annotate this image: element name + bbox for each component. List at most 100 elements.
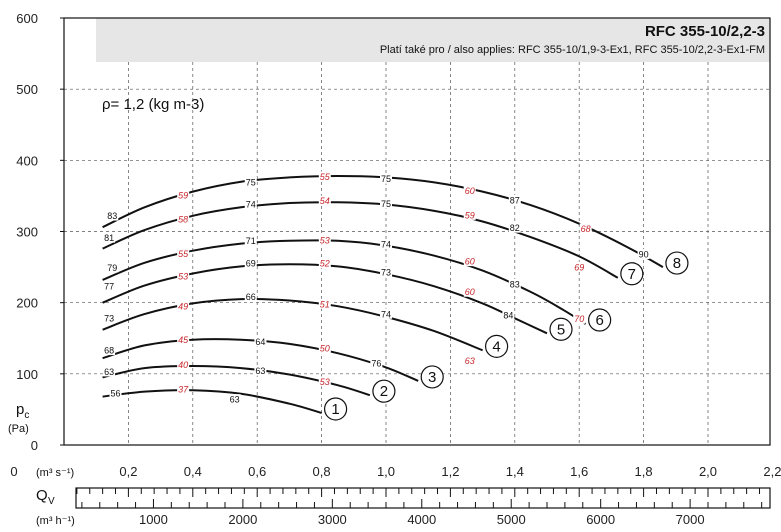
x-tick-label-m3h: 7000	[676, 512, 705, 527]
noise-label: 49	[178, 301, 188, 311]
noise-label: 52	[320, 259, 330, 269]
efficiency-label-bg	[380, 266, 392, 277]
noise-label: 63	[465, 356, 475, 366]
curve-number-circle	[372, 379, 396, 403]
noise-label-bg	[463, 355, 476, 366]
x-axis-unit-m3h: (m³ h⁻¹)	[36, 515, 75, 527]
efficiency-label-bg	[103, 313, 116, 324]
efficiency-label-bg	[103, 366, 116, 377]
efficiency-label: 74	[381, 240, 391, 250]
x-tick-label-m3s: 2,2	[763, 464, 781, 479]
efficiency-label-bg	[380, 198, 392, 209]
noise-label: 59	[178, 190, 188, 200]
y-tick-label: 200	[16, 296, 38, 311]
noise-label-bg	[318, 298, 331, 309]
efficiency-label-bg	[380, 173, 392, 184]
efficiency-label: 71	[246, 236, 256, 246]
noise-label: 45	[178, 335, 189, 345]
efficiency-label: 83	[107, 211, 117, 221]
efficiency-label: 69	[246, 259, 256, 269]
efficiency-label-bg	[370, 357, 383, 368]
x-tick-label-m3h: 3000	[318, 512, 347, 527]
efficiency-label-bg	[106, 262, 119, 273]
efficiency-label: 66	[246, 292, 256, 302]
efficiency-label: 73	[104, 314, 114, 324]
efficiency-label-bg	[244, 177, 257, 188]
noise-label-bg	[318, 195, 331, 206]
efficiency-label-bg	[254, 365, 267, 376]
noise-label: 54	[320, 196, 330, 206]
efficiency-label-bg	[254, 336, 267, 347]
efficiency-label: 87	[510, 195, 520, 205]
grid	[64, 62, 770, 445]
efficiency-label-bg	[380, 308, 392, 319]
x-tick-label-m3s: 1,4	[506, 464, 524, 479]
x-zero-label: 0	[10, 464, 17, 479]
efficiency-label-bg	[103, 232, 116, 243]
noise-label-bg	[318, 171, 331, 182]
efficiency-label-bg	[106, 210, 119, 221]
efficiency-label-bg	[109, 387, 122, 398]
noise-label-bg	[177, 248, 190, 259]
noise-label-bg	[177, 384, 190, 395]
noise-label-bg	[177, 300, 190, 311]
noise-label: 68	[581, 224, 591, 234]
curve-4	[102, 297, 483, 352]
curve-number-circle	[485, 334, 509, 358]
noise-label-bg	[177, 189, 190, 200]
curve-1	[102, 389, 322, 414]
efficiency-label-bg	[508, 222, 521, 233]
x-tick-label-m3h: 1000	[139, 512, 168, 527]
curve-number: 2	[380, 383, 388, 400]
noise-label: 69	[574, 262, 584, 272]
curve-2	[102, 364, 371, 397]
efficiency-label: 84	[503, 311, 513, 321]
efficiency-label: 79	[107, 263, 117, 273]
x-tick-label-m3s: 1,0	[377, 464, 395, 479]
noise-label-bg	[463, 286, 476, 297]
efficiency-label: 74	[246, 200, 256, 210]
efficiency-label: 77	[104, 282, 114, 292]
x-tick-label-m3s: 0,6	[248, 464, 266, 479]
curve-number: 7	[628, 266, 636, 283]
header-band	[96, 18, 770, 62]
efficiency-label-bg	[244, 235, 257, 246]
x-axis: 0 (m³ s⁻¹) 0,2 0,4 0,6 0,8 1,0 1,2 1,4 1,6 1,8 2,0 2…	[10, 464, 781, 527]
efficiency-label: 75	[381, 174, 391, 184]
y-tick-label: 100	[16, 367, 38, 382]
noise-label: 51	[320, 299, 330, 309]
curve-number-circle	[324, 397, 348, 421]
noise-label: 53	[320, 235, 330, 245]
noise-label-bg	[177, 271, 190, 282]
noise-label-bg	[177, 214, 190, 225]
noise-label-bg	[177, 359, 190, 370]
efficiency-label: 63	[104, 367, 114, 377]
x-tick-label-m3s: 1,6	[570, 464, 588, 479]
x-tick-label-m3h: 4000	[407, 512, 436, 527]
curve-number: 4	[492, 338, 500, 355]
noise-label: 40	[178, 360, 188, 370]
x-tick-label-m3s: 0,8	[313, 464, 331, 479]
efficiency-label: 74	[381, 309, 391, 319]
curve-number: 3	[428, 369, 436, 386]
efficiency-label-bg	[103, 281, 116, 292]
curve-number: 8	[673, 255, 681, 272]
y-tick-label: 300	[16, 225, 38, 240]
noise-label-bg	[318, 258, 331, 269]
noise-label-bg	[573, 313, 586, 324]
curve-number: 6	[595, 312, 603, 329]
curve-number: 1	[331, 401, 339, 418]
x-tick-label-m3s: 1,8	[635, 464, 653, 479]
noise-label: 53	[178, 272, 188, 282]
x-tick-label-m3h: 2000	[228, 512, 257, 527]
efficiency-label-bg	[380, 239, 392, 250]
efficiency-label: 76	[371, 358, 381, 368]
efficiency-label-bg	[228, 394, 241, 405]
y-axis: 0 100 200 300 400 500 600	[16, 11, 64, 453]
noise-label: 58	[178, 215, 188, 225]
x-tick-label-m3h: 6000	[586, 512, 615, 527]
x-tick-label-m3s: 2,0	[699, 464, 717, 479]
curve-number-circle	[620, 262, 644, 286]
